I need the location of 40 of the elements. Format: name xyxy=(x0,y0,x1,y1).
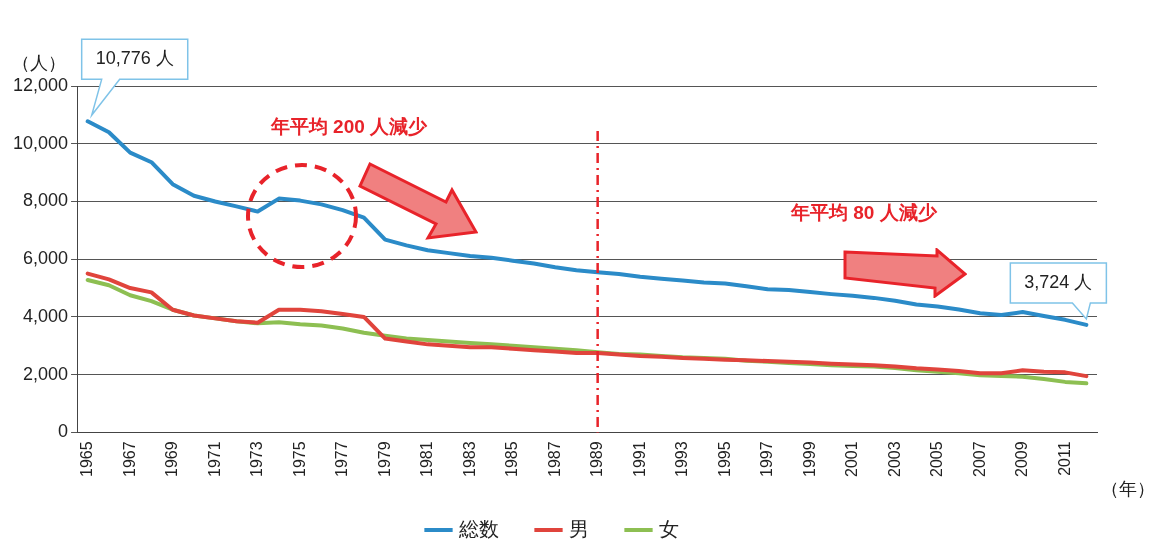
x-tick-label: 1983 xyxy=(460,441,478,477)
x-tick-label: 1989 xyxy=(588,441,606,477)
y-tick-label: 12,000 xyxy=(12,74,69,95)
annotation: 年平均 200 人減少 xyxy=(269,115,429,137)
annotation: 3,724 人 xyxy=(1024,271,1093,292)
legend-label: 男 xyxy=(568,517,589,540)
x-axis-title: （年） xyxy=(1101,479,1149,500)
x-tick-label: 1973 xyxy=(248,441,266,477)
y-tick-label: 0 xyxy=(58,421,69,442)
x-tick-label: 1977 xyxy=(333,441,351,477)
x-tick-label: 1971 xyxy=(205,441,223,477)
x-tick-label: 1999 xyxy=(800,441,818,477)
x-tick-label: 1991 xyxy=(630,441,648,477)
y-tick-label: 10,000 xyxy=(12,132,69,153)
y-tick-label: 6,000 xyxy=(23,248,69,269)
x-tick-label: 1985 xyxy=(503,441,521,477)
x-tick-label: 1969 xyxy=(163,441,181,477)
y-tick-label: 8,000 xyxy=(23,190,69,211)
x-tick-label: 2005 xyxy=(928,441,946,477)
x-tick-label: 1981 xyxy=(418,441,436,477)
annotation: 年平均 80 人減少 xyxy=(790,202,938,224)
x-tick-label: 2011 xyxy=(1055,441,1073,476)
x-tick-label: 2003 xyxy=(885,441,903,477)
annotation: 10,776 人 xyxy=(95,48,174,69)
x-tick-label: 1967 xyxy=(120,441,138,477)
y-tick-label: 4,000 xyxy=(23,305,69,326)
x-tick-label: 2009 xyxy=(1013,441,1031,477)
x-tick-label: 1979 xyxy=(375,441,393,477)
x-tick-label: 2007 xyxy=(970,441,988,477)
x-tick-label: 1965 xyxy=(78,441,96,477)
y-tick-label: 2,000 xyxy=(23,363,69,384)
legend-label: 総数 xyxy=(457,517,499,540)
legend-label: 女 xyxy=(658,517,679,540)
y-axis-title: （人） xyxy=(12,52,67,73)
x-tick-label: 1997 xyxy=(758,441,776,477)
x-tick-label: 2001 xyxy=(843,441,861,477)
x-tick-label: 1995 xyxy=(715,441,733,477)
x-tick-label: 1993 xyxy=(673,441,691,477)
x-tick-label: 1975 xyxy=(290,441,308,477)
x-tick-label: 1987 xyxy=(545,441,563,477)
